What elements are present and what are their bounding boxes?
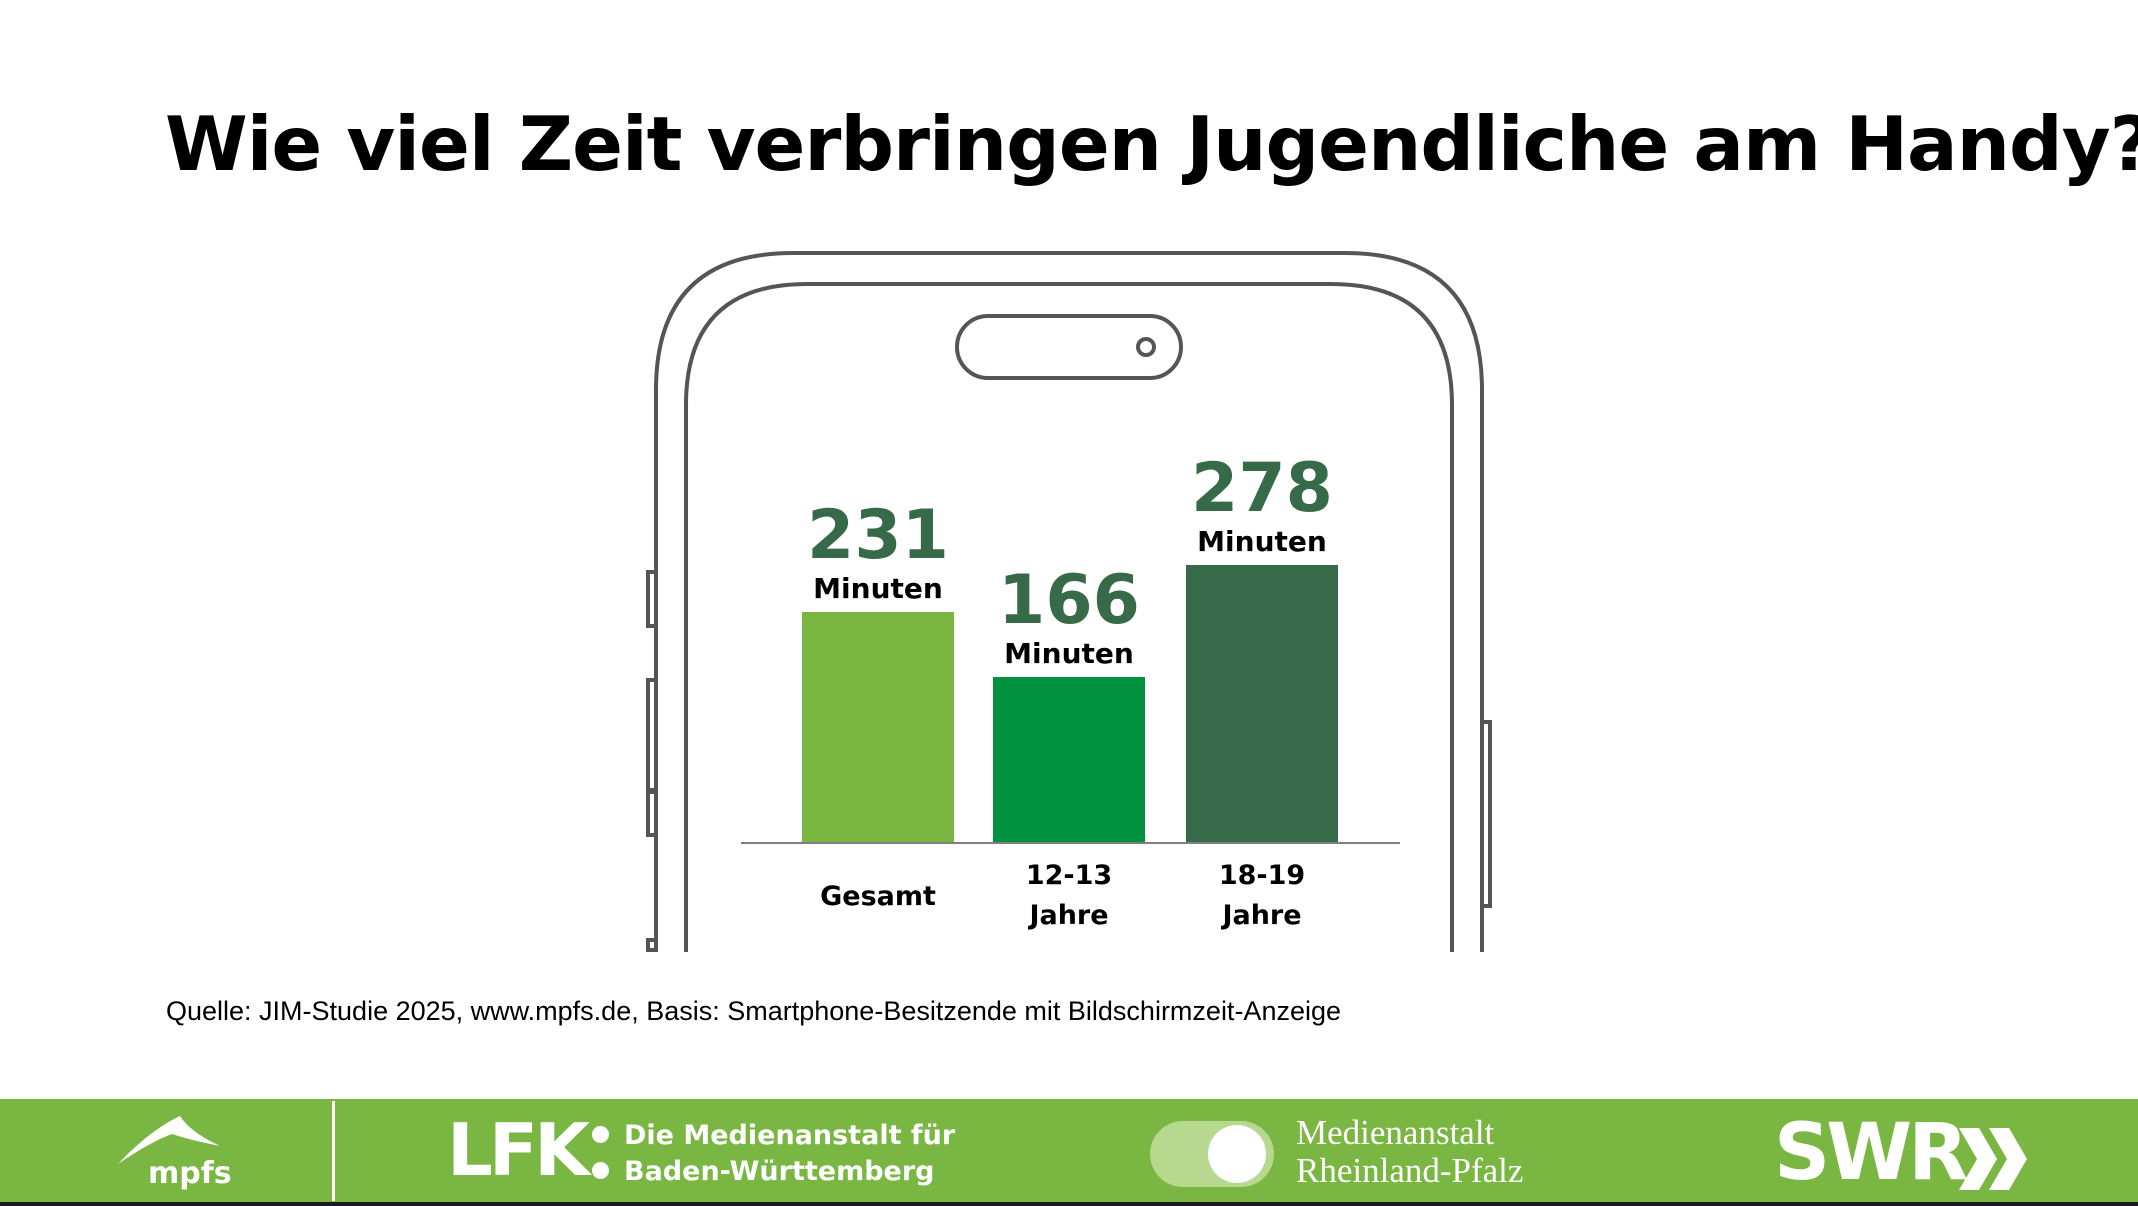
category-label: Jahre bbox=[1220, 900, 1301, 931]
bar-value-label: 166 bbox=[998, 561, 1140, 640]
category-label: Jahre bbox=[1027, 900, 1108, 931]
bar-chart: 231MinutenGesamt166Minuten12-13Jahre278M… bbox=[741, 449, 1400, 931]
swr-logo: SWR bbox=[1774, 1108, 2034, 1198]
swr-wordmark: SWR bbox=[1774, 1108, 1968, 1198]
rlp-name-line1: Medienanstalt bbox=[1296, 1113, 1495, 1152]
bar-value-label: 278 bbox=[1191, 449, 1333, 528]
footer-bar bbox=[0, 1099, 2138, 1202]
rlp-toggle-icon bbox=[1150, 1121, 1274, 1187]
phone-outline bbox=[646, 251, 1492, 952]
rlp-name: Medienanstalt Rheinland-Pfalz bbox=[1296, 1114, 1523, 1190]
category-label: 18-19 bbox=[1219, 860, 1305, 891]
bar bbox=[802, 612, 954, 843]
lfk-name: Die Medienanstalt für Baden-Württemberg bbox=[624, 1118, 955, 1190]
bar bbox=[1186, 565, 1338, 843]
bar-unit-label: Minuten bbox=[1004, 637, 1134, 670]
bar-value-label: 231 bbox=[807, 496, 949, 575]
page-title: Wie viel Zeit verbringen Jugendliche am … bbox=[165, 100, 2138, 188]
mpfs-logo: mpfs bbox=[110, 1112, 232, 1194]
swr-arrows-icon bbox=[1959, 1128, 2027, 1190]
bar-unit-label: Minuten bbox=[813, 572, 943, 605]
lfk-wordmark: LFK bbox=[447, 1108, 590, 1192]
lfk-name-line2: Baden-Württemberg bbox=[624, 1156, 935, 1187]
rlp-name-line2: Rheinland-Pfalz bbox=[1296, 1151, 1524, 1190]
source-note: Quelle: JIM-Studie 2025, www.mpfs.de, Ba… bbox=[166, 996, 1342, 1026]
rlp-logo: Medienanstalt Rheinland-Pfalz bbox=[1150, 1114, 1570, 1194]
lfk-dots bbox=[592, 1124, 610, 1184]
bar-unit-label: Minuten bbox=[1197, 525, 1327, 558]
footer-divider bbox=[332, 1101, 335, 1201]
category-label: Gesamt bbox=[820, 881, 936, 912]
rlp-toggle-knob bbox=[1208, 1125, 1266, 1183]
bar bbox=[993, 677, 1145, 843]
mpfs-wordmark: mpfs bbox=[148, 1156, 232, 1191]
footer-bottom-line bbox=[0, 1202, 2138, 1206]
lfk-logo: LFK Die Medienanstalt für Baden-Württemb… bbox=[447, 1108, 955, 1192]
lfk-name-line1: Die Medienanstalt für bbox=[624, 1120, 956, 1151]
category-label: 12-13 bbox=[1026, 860, 1112, 891]
